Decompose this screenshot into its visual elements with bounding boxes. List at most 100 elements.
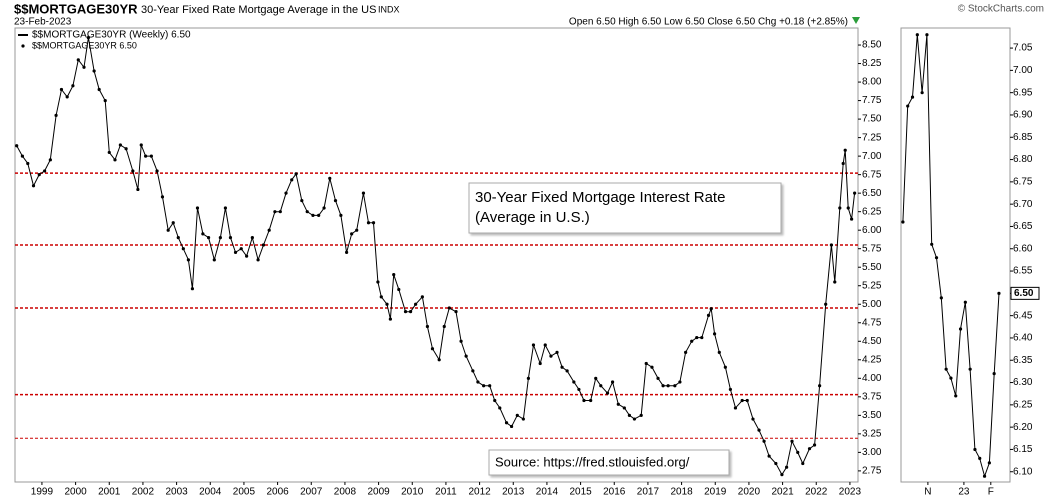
point bbox=[206, 235, 211, 240]
point bbox=[71, 84, 75, 88]
point bbox=[76, 58, 80, 62]
point bbox=[774, 461, 778, 466]
x-tick-label: 2006 bbox=[266, 487, 289, 498]
y-tick-label: 6.40 bbox=[1013, 333, 1033, 344]
point bbox=[403, 310, 408, 314]
point bbox=[610, 380, 615, 384]
point bbox=[59, 87, 64, 92]
y-tick-label: 6.35 bbox=[1013, 355, 1033, 366]
point bbox=[498, 406, 502, 410]
point bbox=[910, 95, 915, 99]
point bbox=[437, 358, 441, 362]
point bbox=[322, 206, 326, 210]
point bbox=[408, 310, 413, 314]
point bbox=[504, 421, 509, 425]
point bbox=[476, 380, 480, 384]
x-tick-label: 2015 bbox=[569, 487, 592, 498]
point bbox=[973, 447, 977, 452]
point bbox=[944, 367, 948, 371]
y-tick-label: 6.50 bbox=[862, 188, 882, 199]
point bbox=[745, 398, 749, 403]
y-tick-label: 6.45 bbox=[1013, 310, 1033, 321]
point bbox=[963, 300, 967, 304]
x-tick-label: 2012 bbox=[468, 487, 491, 498]
last-value-label: 6.50 bbox=[1014, 288, 1034, 299]
point bbox=[131, 169, 135, 173]
point bbox=[239, 247, 243, 251]
point bbox=[850, 217, 854, 221]
y-tick-label: 6.75 bbox=[1013, 177, 1033, 188]
point bbox=[622, 406, 626, 410]
point bbox=[531, 343, 536, 347]
point bbox=[577, 387, 581, 392]
point bbox=[155, 169, 159, 173]
point bbox=[992, 372, 996, 376]
x-tick-label: 2007 bbox=[300, 487, 323, 498]
point bbox=[278, 210, 282, 214]
y-tick-label: 6.55 bbox=[1013, 266, 1033, 277]
point bbox=[589, 398, 593, 403]
date: 23-Feb-2023 bbox=[14, 17, 72, 28]
point bbox=[355, 228, 359, 232]
point bbox=[930, 242, 934, 246]
point bbox=[958, 327, 963, 331]
y-tick-label: 6.75 bbox=[862, 169, 882, 180]
point bbox=[136, 187, 140, 192]
point bbox=[294, 172, 298, 176]
point bbox=[31, 184, 36, 188]
point bbox=[767, 454, 771, 458]
exchange: INDX bbox=[378, 4, 400, 14]
annotation: 30-Year Fixed Mortgage Interest Rate bbox=[475, 189, 725, 206]
legend-symbol bbox=[21, 44, 25, 48]
point bbox=[661, 384, 665, 388]
point bbox=[493, 398, 497, 403]
point bbox=[796, 450, 800, 454]
point bbox=[982, 474, 987, 478]
point bbox=[565, 369, 569, 373]
point bbox=[780, 472, 784, 477]
point bbox=[853, 191, 857, 195]
point bbox=[54, 113, 58, 117]
x-tick-label: 2016 bbox=[603, 487, 626, 498]
point bbox=[801, 461, 805, 466]
y-tick-label: 6.30 bbox=[1013, 377, 1033, 388]
point bbox=[700, 335, 704, 340]
point bbox=[833, 280, 837, 284]
point bbox=[166, 228, 170, 232]
y-tick-label: 6.80 bbox=[1013, 154, 1033, 165]
point bbox=[48, 158, 52, 162]
point bbox=[124, 147, 128, 151]
point bbox=[139, 143, 143, 147]
point bbox=[228, 235, 233, 240]
point bbox=[807, 447, 812, 451]
point bbox=[350, 232, 354, 236]
point bbox=[838, 206, 842, 210]
point bbox=[627, 413, 632, 417]
point bbox=[666, 384, 670, 388]
point bbox=[181, 247, 185, 251]
point bbox=[695, 335, 699, 340]
point bbox=[284, 191, 288, 195]
point bbox=[218, 235, 222, 240]
y-tick-label: 6.15 bbox=[1013, 444, 1033, 455]
point bbox=[987, 461, 991, 465]
y-tick-label: 7.05 bbox=[1013, 43, 1033, 54]
x-tick-label: 2013 bbox=[502, 487, 525, 498]
point bbox=[20, 154, 25, 158]
point bbox=[526, 376, 531, 380]
quote: Open 6.50 High 6.50 Low 6.50 Close 6.50 … bbox=[569, 17, 848, 28]
point bbox=[997, 291, 1001, 295]
y-tick-label: 3.00 bbox=[862, 447, 882, 458]
y-tick-label: 7.00 bbox=[1013, 65, 1033, 76]
legend-entry: $$MORTGAGE30YR 6.50 bbox=[32, 40, 137, 50]
y-tick-label: 5.00 bbox=[862, 299, 882, 310]
y-tick-label: 3.25 bbox=[862, 429, 882, 440]
plot: 2.75 3.00 3.25 3.50 3.75 4.00 4.25 4.50 4.75 5.00… bbox=[15, 33, 1040, 498]
point bbox=[471, 369, 475, 373]
x-tick-label: F bbox=[988, 487, 994, 498]
point bbox=[212, 258, 216, 262]
point bbox=[915, 33, 919, 37]
point bbox=[678, 380, 682, 384]
